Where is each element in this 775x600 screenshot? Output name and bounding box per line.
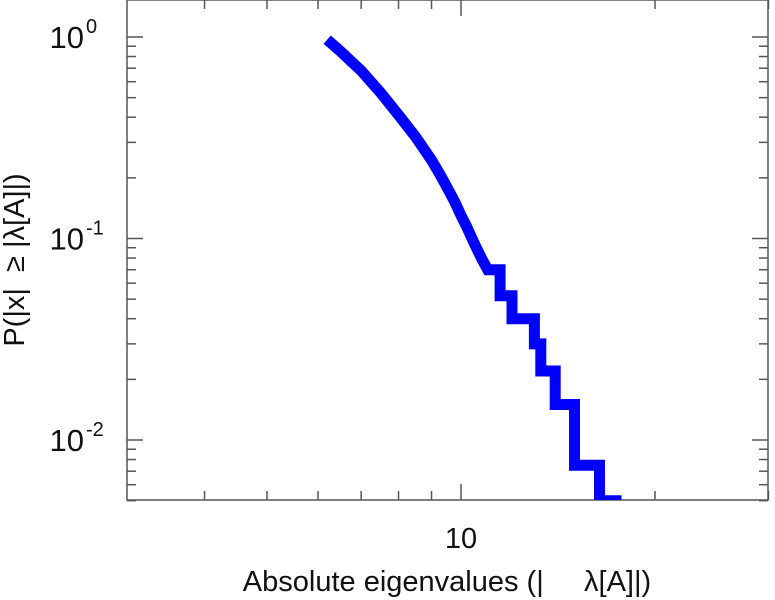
x-tick-label: 10 (445, 523, 477, 555)
x-tick-labels: 10 (445, 523, 477, 555)
y-tick-label: 10 (50, 20, 84, 55)
y-tick-exponent: -2 (86, 419, 104, 441)
x-axis-label: Absolute eigenvalues (| λ[A]|) (243, 566, 651, 598)
y-tick-label: 10 (50, 222, 84, 257)
y-tick-exponent: -1 (86, 218, 104, 240)
series-line (323, 35, 622, 500)
major-ticks (127, 0, 768, 500)
y-axis-label: P(|x| ≥ |λ[A]|) (0, 173, 31, 346)
y-tick-exponent: 0 (86, 16, 97, 38)
plot-frame (126, 0, 769, 501)
y-tick-label: 10 (50, 423, 84, 458)
minor-ticks (127, 0, 770, 502)
